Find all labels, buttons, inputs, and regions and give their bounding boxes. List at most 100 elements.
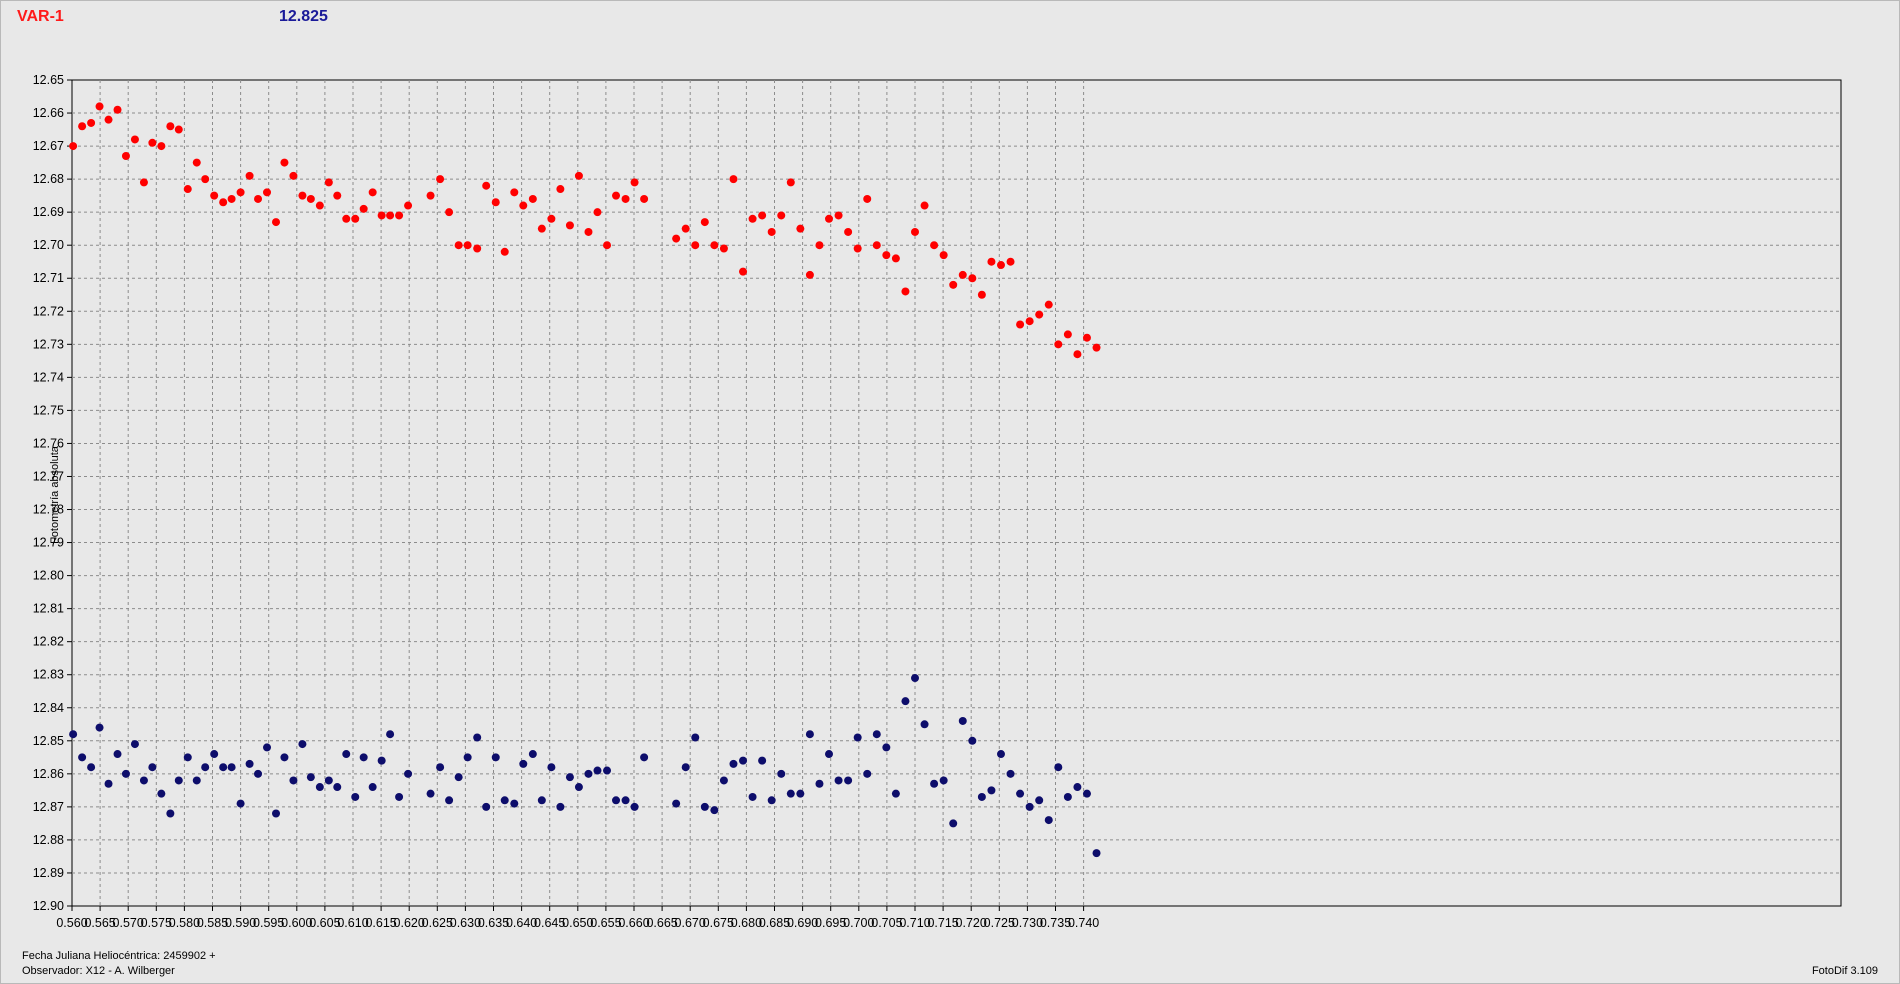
comparison-point bbox=[621, 796, 630, 805]
variable-point bbox=[786, 178, 795, 187]
comparison-point bbox=[113, 750, 122, 759]
data-series bbox=[69, 102, 1101, 858]
y-tick-label: 12.73 bbox=[33, 337, 64, 351]
variable-point bbox=[130, 135, 139, 144]
footer-date-label: Fecha Juliana Heliocéntrica: 2459902 + bbox=[22, 950, 216, 962]
x-tick-label: 0.725 bbox=[984, 916, 1015, 930]
comparison-point bbox=[463, 753, 472, 762]
comparison-point bbox=[939, 776, 948, 785]
variable-point bbox=[333, 191, 342, 200]
variable-point bbox=[777, 211, 786, 220]
variable-point bbox=[315, 201, 324, 210]
y-tick-label: 12.65 bbox=[33, 73, 64, 87]
comparison-point bbox=[306, 773, 315, 782]
comparison-point bbox=[324, 776, 333, 785]
variable-point bbox=[386, 211, 395, 220]
comparison-point bbox=[593, 766, 602, 775]
variable-point bbox=[630, 178, 639, 187]
variable-point bbox=[174, 125, 183, 134]
reference-value: 12.825 bbox=[279, 8, 328, 25]
variable-point bbox=[968, 274, 977, 283]
variable-point bbox=[977, 290, 986, 299]
variable-point bbox=[1073, 350, 1082, 359]
variable-point bbox=[556, 185, 565, 194]
variable-point bbox=[528, 194, 537, 203]
comparison-point bbox=[1006, 769, 1015, 778]
variable-point bbox=[263, 188, 272, 197]
comparison-point bbox=[565, 773, 574, 782]
variable-point bbox=[183, 185, 192, 194]
comparison-point bbox=[166, 809, 175, 818]
y-tick-label: 12.72 bbox=[33, 304, 64, 318]
software-version: FotoDif 3.109 bbox=[1811, 965, 1878, 977]
comparison-point bbox=[1025, 802, 1034, 811]
variable-point bbox=[1092, 343, 1101, 352]
variable-point bbox=[758, 211, 767, 220]
x-tick-label: 0.730 bbox=[1012, 916, 1043, 930]
comparison-point bbox=[87, 763, 96, 772]
comparison-point bbox=[911, 674, 919, 683]
variable-point bbox=[939, 251, 948, 260]
comparison-point bbox=[342, 750, 351, 759]
x-tick-label: 0.705 bbox=[871, 916, 902, 930]
x-axis-ticks: 0.5600.5650.5700.5750.5800.5850.5900.595… bbox=[56, 906, 1099, 930]
y-tick-label: 12.84 bbox=[33, 701, 64, 715]
variable-point bbox=[930, 241, 939, 250]
comparison-point bbox=[537, 796, 546, 805]
comparison-point bbox=[426, 789, 435, 798]
comparison-point bbox=[236, 799, 245, 808]
variable-point bbox=[157, 142, 166, 151]
variable-point bbox=[121, 151, 130, 160]
x-tick-label: 0.605 bbox=[309, 916, 340, 930]
comparison-point bbox=[263, 743, 272, 752]
variable-point bbox=[139, 178, 148, 187]
variable-point bbox=[700, 218, 709, 227]
variable-point bbox=[219, 198, 228, 207]
comparison-point bbox=[1073, 783, 1082, 792]
y-axis-ticks: 12.65 12.66 12.67 12.68 12.69 12.70 12.71 12.72… bbox=[33, 73, 72, 913]
comparison-point bbox=[315, 783, 324, 792]
y-tick-label: 12.90 bbox=[33, 899, 64, 913]
comparison-point bbox=[130, 740, 139, 749]
comparison-point bbox=[254, 769, 263, 778]
variable-point bbox=[640, 194, 649, 203]
x-tick-label: 0.670 bbox=[675, 916, 706, 930]
variable-point bbox=[306, 194, 315, 203]
x-tick-label: 0.595 bbox=[253, 916, 284, 930]
x-tick-label: 0.715 bbox=[927, 916, 958, 930]
comparison-point bbox=[815, 779, 824, 788]
comparison-point bbox=[395, 792, 404, 801]
variable-point bbox=[1054, 340, 1063, 349]
variable-point bbox=[254, 194, 263, 203]
x-tick-label: 0.630 bbox=[450, 916, 481, 930]
comparison-point bbox=[547, 763, 556, 772]
y-tick-label: 12.66 bbox=[33, 106, 64, 120]
comparison-point bbox=[298, 740, 307, 749]
comparison-point bbox=[748, 792, 757, 801]
y-tick-label: 12.89 bbox=[33, 866, 64, 880]
x-tick-label: 0.740 bbox=[1068, 916, 1099, 930]
comparison-point bbox=[796, 789, 805, 798]
x-tick-label: 0.720 bbox=[956, 916, 987, 930]
comparison-point bbox=[710, 806, 719, 815]
comparison-point bbox=[719, 776, 728, 785]
comparison-point bbox=[227, 763, 236, 772]
comparison-point bbox=[640, 753, 649, 762]
comparison-point bbox=[863, 769, 872, 778]
comparison-point bbox=[201, 763, 210, 772]
variable-point bbox=[710, 241, 719, 250]
comparison-point bbox=[95, 723, 104, 732]
variable-point bbox=[574, 171, 583, 180]
comparison-point bbox=[210, 750, 219, 759]
comparison-point bbox=[404, 769, 413, 778]
variable-label: VAR-1 bbox=[17, 8, 64, 25]
variable-point bbox=[672, 234, 681, 243]
comparison-point bbox=[681, 763, 690, 772]
y-tick-label: 12.80 bbox=[33, 569, 64, 583]
comparison-point bbox=[174, 776, 183, 785]
comparison-point bbox=[1054, 763, 1063, 772]
variable-point bbox=[482, 181, 491, 190]
x-tick-label: 0.645 bbox=[534, 916, 565, 930]
variable-point bbox=[519, 201, 528, 210]
comparison-point bbox=[482, 802, 491, 811]
